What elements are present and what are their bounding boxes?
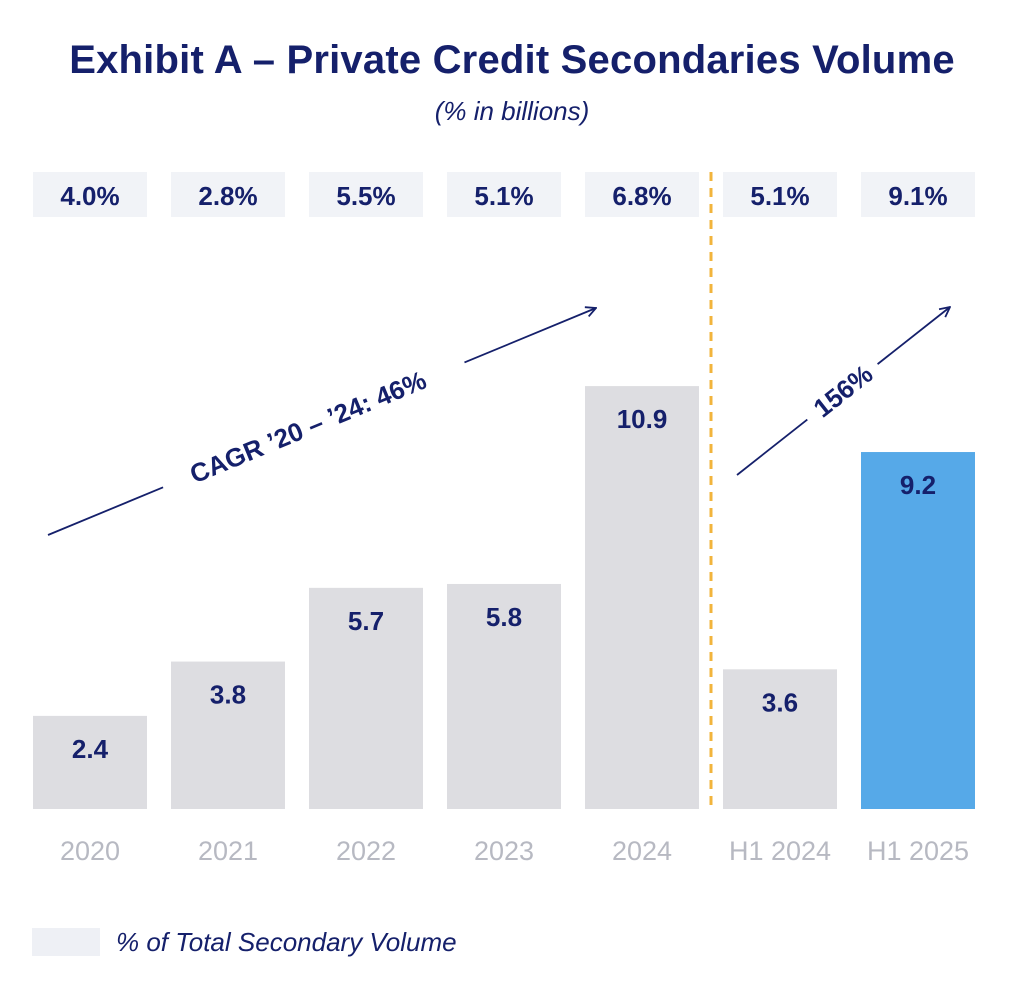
legend-swatch	[32, 928, 100, 956]
bar-value-label: 10.9	[617, 404, 668, 434]
pct-box	[447, 172, 561, 217]
bar	[171, 661, 285, 809]
bar-value-label: 9.2	[900, 470, 936, 500]
bar	[447, 583, 561, 809]
chart-subtitle: (% in billions)	[434, 96, 590, 126]
trend-annotation: 156%	[808, 359, 879, 424]
pct-label: 2.8%	[198, 181, 257, 211]
pct-box	[723, 172, 837, 217]
legend: % of Total Secondary Volume	[32, 926, 457, 958]
trend-annotation: CAGR ’20 – ’24: 46%	[185, 365, 430, 489]
chart-title: Exhibit A – Private Credit Secondaries V…	[69, 38, 955, 82]
pct-label: 5.1%	[474, 181, 533, 211]
category-label: 2023	[474, 836, 534, 866]
bar	[309, 587, 423, 809]
bar	[861, 452, 975, 809]
trend-arrow-head	[464, 308, 596, 364]
bar-value-label: 5.7	[348, 606, 384, 636]
bar-value-label: 3.6	[762, 687, 798, 717]
category-label: 2022	[336, 836, 396, 866]
pct-label: 5.1%	[750, 181, 809, 211]
category-label: 2021	[198, 836, 258, 866]
pct-label: 9.1%	[888, 181, 947, 211]
bar	[33, 715, 147, 809]
bar-value-label: 3.8	[210, 680, 246, 710]
category-label: 2020	[60, 836, 120, 866]
pct-box	[309, 172, 423, 217]
bar-value-label: 2.4	[72, 734, 109, 764]
trend-arrow-line	[736, 418, 808, 476]
pct-box	[585, 172, 699, 217]
trend-arrow-line	[47, 486, 164, 536]
category-label: 2024	[612, 836, 672, 866]
legend-label: % of Total Secondary Volume	[116, 926, 457, 957]
bar	[723, 669, 837, 809]
pct-box	[171, 172, 285, 217]
bar-value-label: 5.8	[486, 602, 522, 632]
category-label: H1 2024	[729, 836, 831, 866]
bar	[585, 386, 699, 809]
pct-label: 6.8%	[612, 181, 671, 211]
trend-arrow-head	[877, 307, 950, 365]
pct-label: 5.5%	[336, 181, 395, 211]
pct-box	[861, 172, 975, 217]
pct-box	[33, 172, 147, 217]
pct-label: 4.0%	[60, 181, 119, 211]
category-label: H1 2025	[867, 836, 969, 866]
